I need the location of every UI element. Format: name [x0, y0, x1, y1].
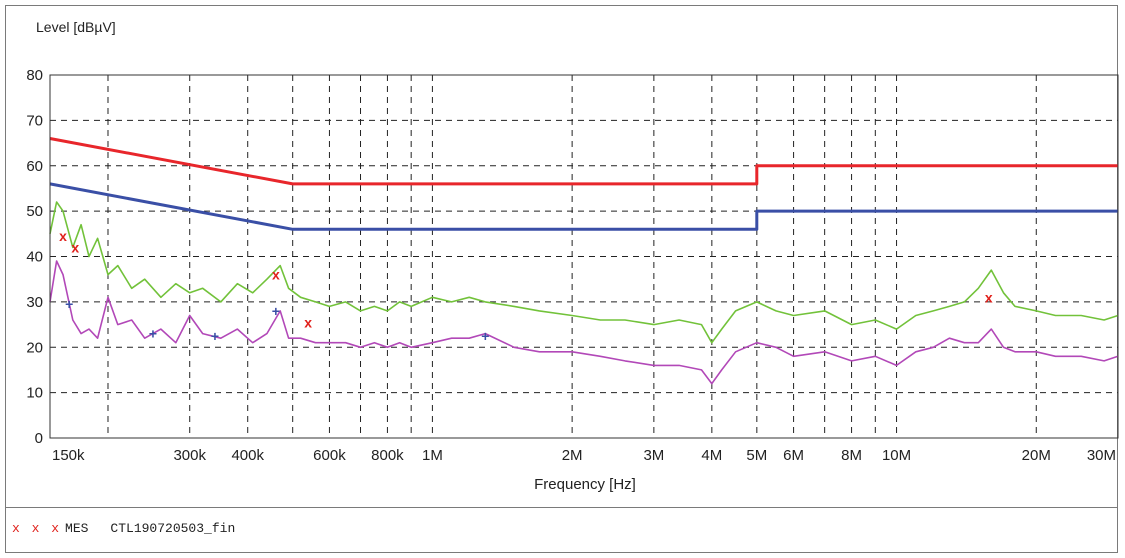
- grid-lines: [50, 75, 1118, 438]
- y-tick-label: 40: [26, 249, 43, 266]
- y-tick-label: 0: [35, 430, 43, 447]
- av-trace-line: [50, 261, 1118, 384]
- qp-measure-marker: x: [71, 239, 79, 255]
- x-axis-label: Frequency [Hz]: [534, 476, 636, 493]
- y-tick-label: 60: [26, 158, 43, 175]
- y-tick-label: 30: [26, 294, 43, 311]
- x-tick-label: 2M: [562, 447, 583, 464]
- x-tick-label: 800k: [371, 447, 404, 464]
- qp-trace-line: [50, 202, 1118, 343]
- legend-marker: x x x: [12, 521, 61, 536]
- y-tick-label: 50: [26, 203, 43, 220]
- y-axis-label: Level [dBµV]: [36, 19, 116, 35]
- av-measure-marker: +: [149, 326, 157, 342]
- x-tick-label: 150k: [52, 447, 85, 464]
- av-measure-marker: +: [272, 303, 280, 319]
- limit-av-line: [50, 184, 1118, 229]
- legend-file: CTL190720503_fin: [110, 521, 235, 536]
- x-tick-label: 6M: [783, 447, 804, 464]
- qp-measure-marker: x: [304, 314, 312, 330]
- x-tick-label: 20M: [1022, 447, 1051, 464]
- y-tick-labels: 0 10 20 30 40 50 60 70 80: [26, 67, 43, 447]
- av-measure-marker: +: [65, 296, 73, 312]
- qp-measure-marker: x: [272, 267, 280, 283]
- qp-measure-marker: x: [59, 228, 67, 244]
- x-tick-label: 10M: [882, 447, 911, 464]
- x-tick-label: 30M: [1087, 447, 1116, 464]
- av-measure-marker: +: [211, 328, 219, 344]
- x-tick-label: 300k: [173, 447, 206, 464]
- x-tick-label: 4M: [701, 447, 722, 464]
- av-measure-marker: +: [481, 328, 489, 344]
- x-tick-label: 5M: [746, 447, 767, 464]
- legend-row: x x x MES CTL190720503_fin: [12, 518, 235, 538]
- x-tick-label: 400k: [231, 447, 264, 464]
- limit-qp-line: [50, 139, 1118, 184]
- x-tick-label: 8M: [841, 447, 862, 464]
- y-tick-label: 70: [26, 112, 43, 129]
- x-tick-label: 600k: [313, 447, 346, 464]
- y-tick-label: 80: [26, 67, 43, 84]
- x-tick-label: 3M: [643, 447, 664, 464]
- x-tick-label: 1M: [422, 447, 443, 464]
- legend-label: MES: [65, 521, 88, 536]
- y-tick-label: 10: [26, 385, 43, 402]
- qp-measure-marker: x: [985, 289, 993, 305]
- x-tick-labels: 150k 300k 400k 600k 800k 1M 2M 3M 4M 5M 6M 8M 10M 20M…: [52, 447, 1116, 464]
- y-tick-label: 20: [26, 339, 43, 356]
- legend-separator: [5, 507, 1118, 508]
